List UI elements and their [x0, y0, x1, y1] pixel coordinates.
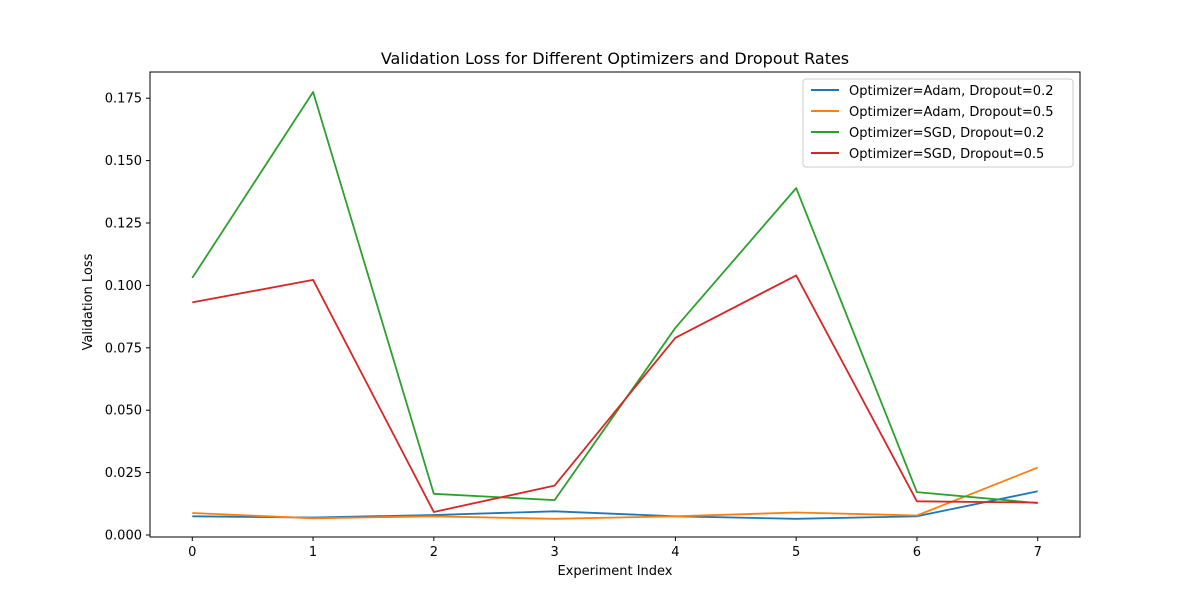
y-tick-label: 0.050 — [105, 404, 142, 419]
x-tick-label: 7 — [1034, 545, 1042, 560]
y-tick-label: 0.025 — [105, 466, 142, 481]
axes-frame — [149, 71, 1081, 538]
x-tick-label: 0 — [188, 545, 196, 560]
x-tick-label: 1 — [309, 545, 317, 560]
y-tick-label: 0.125 — [105, 217, 142, 232]
y-tick-label: 0.000 — [105, 529, 142, 544]
x-axis-ticks: 0 1 2 3 4 5 6 7 — [188, 537, 1042, 560]
series-line-1 — [192, 466, 1039, 520]
legend: Optimizer=Adam, Dropout=0.2 Optimizer=Ada… — [802, 78, 1074, 168]
series-line-3 — [192, 274, 1038, 513]
x-tick-label: 2 — [430, 545, 438, 560]
legend-entry: Optimizer=Adam, Dropout=0.5 — [849, 105, 1053, 120]
y-tick-label: 0.175 — [105, 92, 142, 107]
y-tick-label: 0.075 — [105, 341, 142, 356]
x-tick-label: 4 — [671, 545, 679, 560]
chart-title: Validation Loss for Different Optimizers… — [381, 49, 849, 68]
x-tick-label: 3 — [550, 545, 558, 560]
x-tick-label: 6 — [913, 545, 921, 560]
legend-entry: Optimizer=Adam, Dropout=0.2 — [849, 84, 1053, 99]
y-axis-label: Validation Loss — [81, 253, 96, 350]
legend-entry: Optimizer=SGD, Dropout=0.5 — [849, 147, 1044, 162]
legend-entry: Optimizer=SGD, Dropout=0.2 — [849, 126, 1044, 141]
x-axis-label: Experiment Index — [557, 564, 672, 579]
series-line-2 — [191, 91, 1038, 504]
x-tick-label: 5 — [792, 545, 800, 560]
y-tick-label: 0.150 — [105, 154, 142, 169]
plot-frame — [149, 71, 1081, 538]
series-lines — [191, 91, 1039, 520]
y-tick-label: 0.100 — [105, 279, 142, 294]
y-axis-ticks: 0.000 0.025 0.050 0.075 0.100 0.125 0.150 0.175 — [105, 92, 150, 544]
legend-box — [802, 78, 1074, 168]
